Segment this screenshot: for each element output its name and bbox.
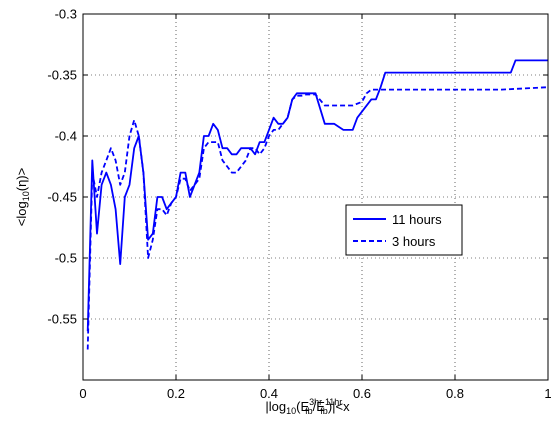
grid-layer bbox=[83, 14, 548, 380]
y-tick-label: -0.45 bbox=[47, 190, 77, 205]
y-axis-title: <log10(η)> bbox=[14, 168, 31, 226]
x-tick-label: 0.6 bbox=[353, 386, 371, 401]
y-tick-label: -0.4 bbox=[55, 129, 77, 144]
series-line-11-hours bbox=[86, 59, 548, 332]
y-tick-label: -0.35 bbox=[47, 68, 77, 83]
tick-layer: 0 0.2 0.4 0.6 0.8 1 -0.55 -0.5 -0.45 -0.4 -0.35 -0.… bbox=[47, 7, 551, 402]
y-tick-label: -0.3 bbox=[55, 7, 77, 22]
x-tick-label: 0.4 bbox=[260, 386, 278, 401]
series-line-3-hours bbox=[86, 86, 549, 350]
x-tick-label: 0.8 bbox=[446, 386, 464, 401]
x-tick-label: 0 bbox=[79, 386, 86, 401]
legend-box bbox=[345, 204, 463, 256]
y-tick-label: -0.55 bbox=[47, 312, 77, 327]
legend-label-11-hours: 11 hours bbox=[392, 212, 442, 227]
legend-label-3-hours: 3 hours bbox=[392, 234, 436, 249]
x-axis-title: |log10(E3hr fb/E11hr fb)|<x bbox=[265, 397, 350, 416]
x-tick-label: 1 bbox=[544, 386, 551, 401]
legend: 11 hours 3 hours bbox=[345, 204, 463, 256]
y-tick-label: -0.5 bbox=[55, 251, 77, 266]
series-layer bbox=[86, 59, 549, 350]
x-tick-label: 0.2 bbox=[167, 386, 185, 401]
